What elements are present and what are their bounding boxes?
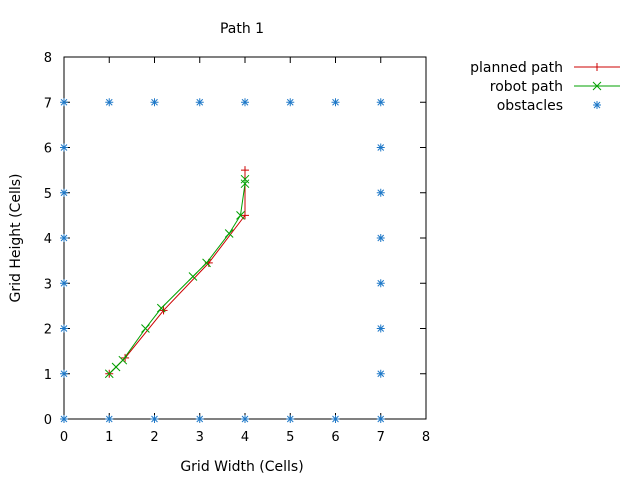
obstacles-point	[60, 234, 68, 242]
legend-item-robot-path: robot path	[490, 79, 620, 95]
planned-path-point	[241, 211, 249, 220]
chart-title: Path 1	[220, 21, 264, 37]
x-axis-label: Grid Width (Cells)	[180, 459, 303, 475]
obstacles-point	[60, 279, 68, 288]
robot-path-point	[202, 258, 211, 268]
obstacles-point	[376, 188, 385, 197]
x-tick-label: 5	[286, 430, 294, 445]
y-tick-label: 4	[44, 232, 52, 247]
y-tick-label: 8	[44, 51, 52, 66]
obstacles-point	[105, 98, 114, 107]
x-tick-label: 2	[150, 430, 158, 445]
obstacles-point	[195, 98, 204, 107]
legend-marker	[593, 63, 601, 71]
obstacles-point	[331, 415, 340, 423]
obstacles-point	[376, 234, 385, 242]
obstacles-point	[376, 279, 385, 288]
y-tick-label: 5	[44, 187, 52, 202]
robot-path-line	[108, 179, 246, 375]
planned-path-line	[108, 170, 246, 375]
obstacles-point	[60, 324, 68, 333]
plot-area	[60, 98, 385, 423]
robot-path-point	[224, 229, 234, 238]
series-obstacles	[60, 98, 385, 423]
x-tick-label: 4	[241, 430, 249, 445]
obstacles-point	[331, 98, 340, 107]
y-tick-label: 2	[44, 323, 52, 338]
x-tick-label: 7	[377, 430, 385, 445]
x-tick-label: 8	[422, 430, 430, 445]
obstacles-point	[376, 415, 385, 423]
legend-label: planned path	[470, 60, 563, 76]
obstacles-point	[286, 98, 295, 107]
obstacles-point	[60, 415, 68, 423]
y-tick-label: 6	[44, 142, 52, 157]
obstacles-point	[376, 369, 385, 378]
y-tick-label: 3	[44, 277, 52, 292]
legend-item-planned-path: planned path	[470, 60, 620, 76]
robot-path-point	[240, 174, 250, 184]
obstacles-point	[60, 98, 68, 107]
legend-label: obstacles	[497, 98, 563, 114]
series-robot-path	[104, 174, 250, 379]
legend-marker	[593, 101, 601, 109]
obstacles-point	[60, 188, 68, 197]
robot-path-point	[188, 272, 198, 281]
legend-item-obstacles: obstacles	[497, 98, 601, 114]
legend-label: robot path	[490, 79, 563, 95]
axes: 0 1 2 3 4 5 6 7 8 0 1 2 3 4 5 6 7 8	[44, 51, 430, 445]
obstacles-point	[150, 98, 159, 107]
robot-path-point	[236, 211, 245, 220]
legend-marker	[592, 81, 602, 91]
obstacles-point	[150, 415, 159, 423]
robot-path-point	[240, 179, 250, 189]
x-tick-label: 1	[105, 430, 113, 445]
obstacles-point	[195, 415, 204, 423]
x-tick-label: 6	[331, 430, 339, 445]
y-tick-label: 1	[44, 368, 52, 383]
planned-path-point	[241, 166, 249, 175]
obstacles-point	[241, 415, 249, 423]
legend: planned path robot path obstacles	[470, 60, 620, 114]
obstacles-point	[376, 143, 385, 152]
x-tick-label: 0	[60, 430, 68, 445]
y-axis-label: Grid Height (Cells)	[8, 174, 24, 303]
robot-path-point	[118, 355, 128, 365]
x-tick-label: 3	[196, 430, 204, 445]
robot-path-point	[156, 303, 166, 313]
obstacles-point	[105, 415, 114, 423]
obstacles-point	[286, 415, 295, 423]
obstacles-point	[376, 324, 385, 333]
robot-path-point	[141, 324, 150, 333]
obstacles-point	[241, 98, 249, 107]
obstacles-point	[60, 369, 68, 378]
obstacles-point	[60, 143, 68, 152]
y-tick-label: 7	[44, 96, 52, 111]
obstacles-point	[376, 98, 385, 107]
series-planned-path	[105, 166, 249, 378]
y-tick-label: 0	[44, 413, 52, 428]
robot-path-point	[111, 362, 121, 372]
robot-path-point	[104, 369, 114, 379]
